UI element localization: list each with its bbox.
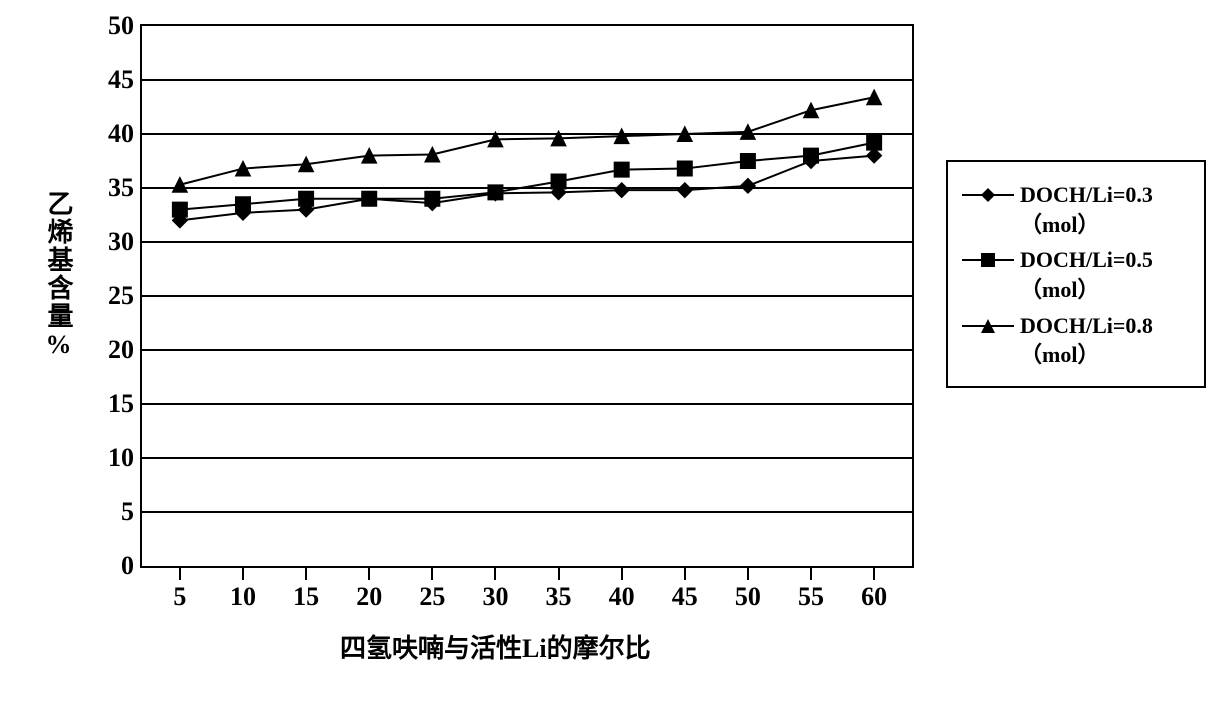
legend-label: DOCH/Li=0.8 （mol） [1020, 311, 1153, 370]
x-axis-title: 四氢呋喃与活性Li的摩尔比 [340, 628, 651, 665]
y-axis-title: 乙烯基含量% [40, 190, 77, 361]
series-line [180, 97, 874, 184]
legend-swatch [962, 184, 1014, 206]
series-marker [867, 90, 882, 105]
x-tick-label: 20 [356, 566, 382, 612]
series-marker [172, 177, 187, 192]
x-tick-label: 30 [482, 566, 508, 612]
y-tick-label: 30 [108, 227, 142, 257]
legend: DOCH/Li=0.3 （mol） DOCH/Li=0.5 （mol） DOCH/L… [946, 160, 1206, 388]
y-tick-label: 35 [108, 173, 142, 203]
series-marker [425, 191, 440, 206]
legend-item: DOCH/Li=0.5 （mol） [962, 245, 1190, 304]
chart-container: 0510152025303540455051015202530354045505… [20, 20, 1200, 693]
x-tick-label: 55 [798, 566, 824, 612]
x-tick-label: 60 [861, 566, 887, 612]
x-tick-label: 35 [546, 566, 572, 612]
series-marker [804, 148, 819, 163]
legend-marker-icon [978, 316, 998, 336]
legend-label: DOCH/Li=0.3 （mol） [1020, 180, 1153, 239]
y-tick-label: 0 [121, 551, 142, 581]
legend-marker-icon [978, 185, 998, 205]
series-marker [867, 135, 882, 150]
x-tick-label: 15 [293, 566, 319, 612]
y-tick-label: 10 [108, 443, 142, 473]
plot-area: 0510152025303540455051015202530354045505… [140, 24, 914, 568]
series-marker [235, 197, 250, 212]
series-marker [677, 161, 692, 176]
series-marker [804, 103, 819, 118]
series-marker [677, 183, 692, 198]
series-marker [740, 178, 755, 193]
x-tick-label: 45 [672, 566, 698, 612]
series-marker [172, 202, 187, 217]
series-marker [614, 183, 629, 198]
series-svg [142, 26, 912, 566]
x-tick-label: 25 [419, 566, 445, 612]
y-tick-label: 20 [108, 335, 142, 365]
y-tick-label: 45 [108, 65, 142, 95]
series-marker [740, 154, 755, 169]
y-tick-label: 40 [108, 119, 142, 149]
legend-swatch [962, 249, 1014, 271]
legend-swatch [962, 315, 1014, 337]
series-marker [551, 174, 566, 189]
legend-item: DOCH/Li=0.3 （mol） [962, 180, 1190, 239]
series-marker [362, 191, 377, 206]
x-tick-label: 50 [735, 566, 761, 612]
x-tick-label: 10 [230, 566, 256, 612]
legend-marker-icon [978, 250, 998, 270]
y-tick-label: 25 [108, 281, 142, 311]
x-tick-label: 5 [173, 566, 186, 612]
series-marker [614, 162, 629, 177]
legend-item: DOCH/Li=0.8 （mol） [962, 311, 1190, 370]
y-tick-label: 15 [108, 389, 142, 419]
series-marker [488, 185, 503, 200]
y-tick-label: 5 [121, 497, 142, 527]
legend-label: DOCH/Li=0.5 （mol） [1020, 245, 1153, 304]
y-tick-label: 50 [108, 11, 142, 41]
x-tick-label: 40 [609, 566, 635, 612]
series-marker [299, 191, 314, 206]
